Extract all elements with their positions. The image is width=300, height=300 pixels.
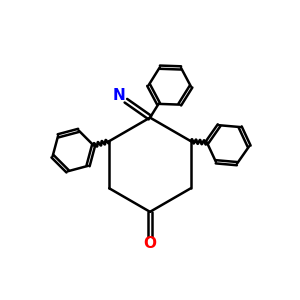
Text: N: N bbox=[113, 88, 125, 104]
Text: O: O bbox=[143, 236, 157, 251]
